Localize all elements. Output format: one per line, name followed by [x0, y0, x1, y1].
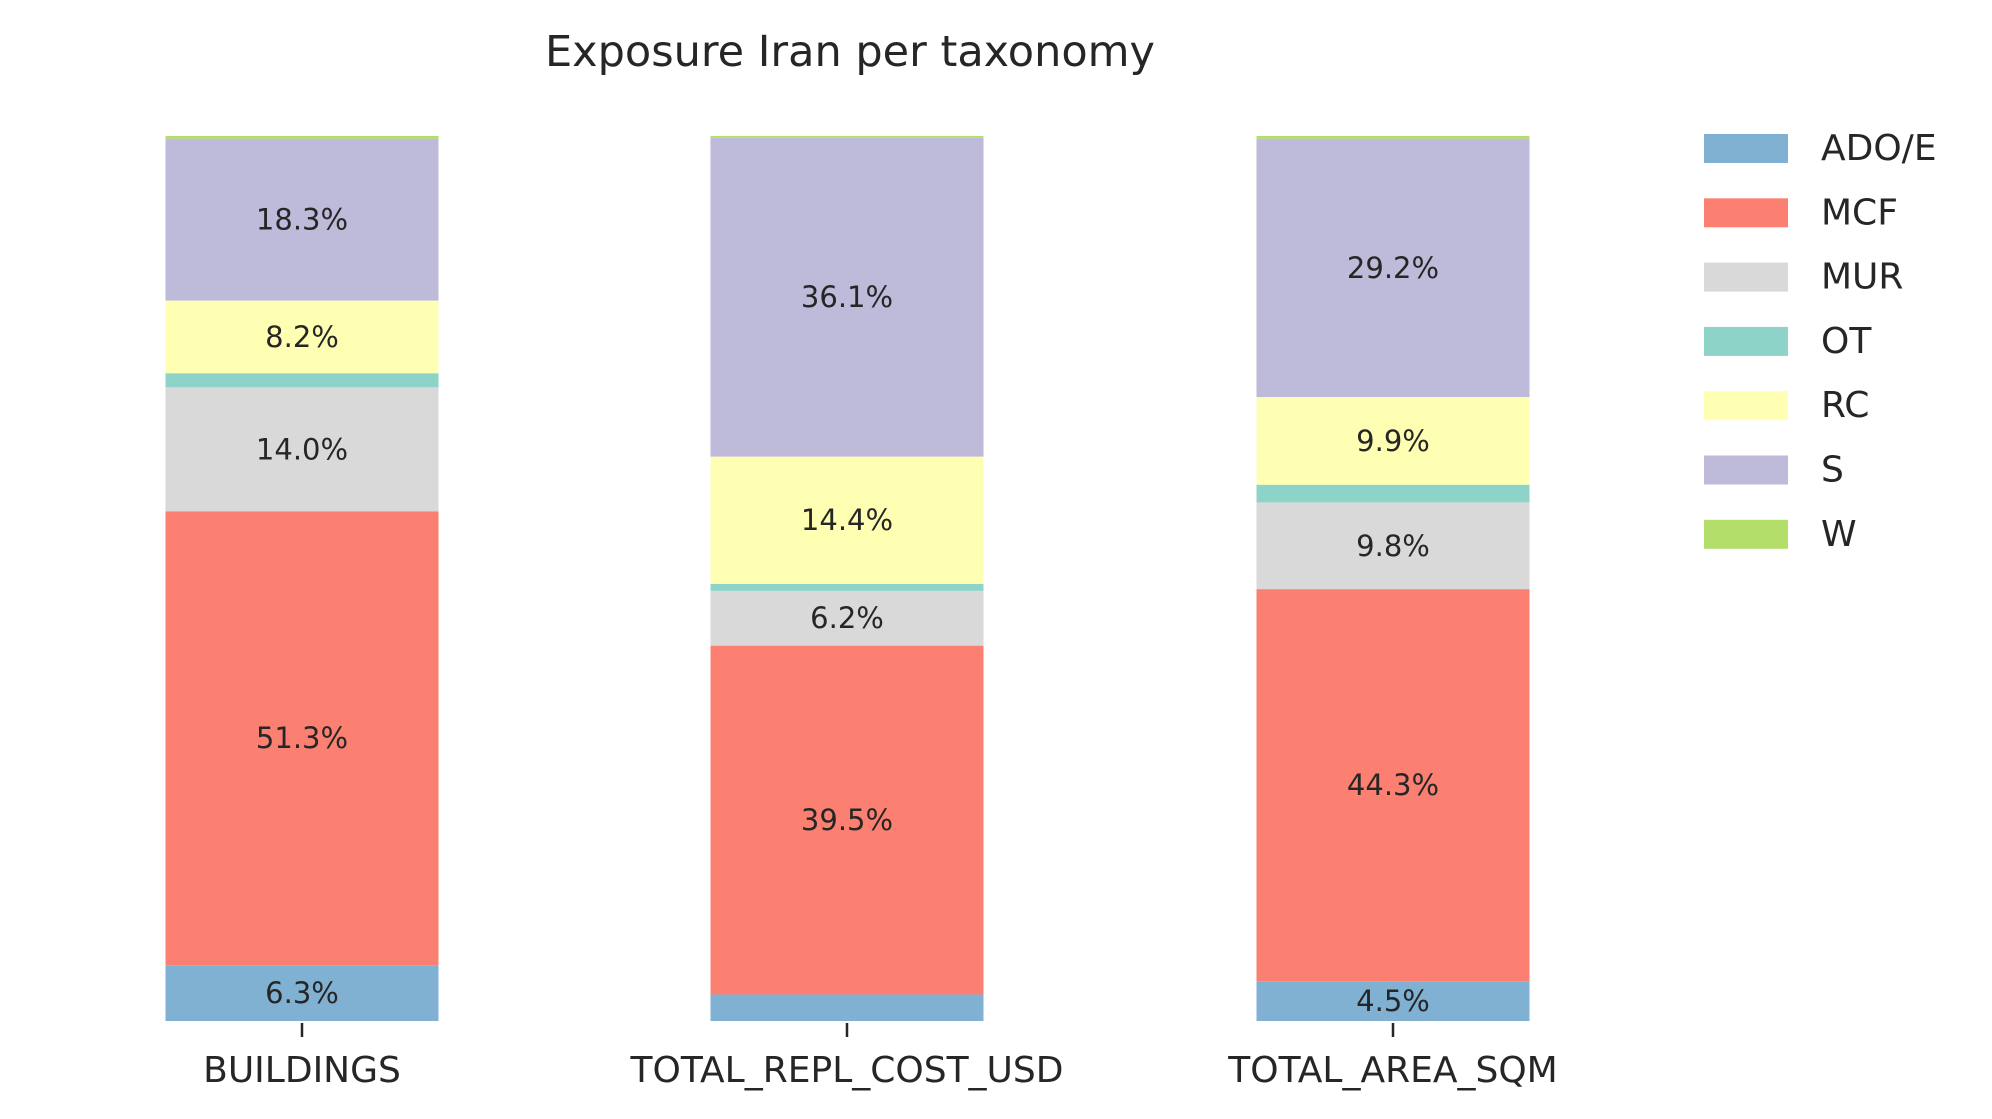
chart-title: Exposure Iran per taxonomy [545, 27, 1155, 77]
bar-segment-w-2 [710, 136, 984, 138]
data-label-s-3: 29.2% [1347, 251, 1439, 285]
data-label-s-1: 18.3% [256, 203, 348, 237]
data-labels-layer: 6.3% 51.3% 14.0% 8.2% 18.3% 39.5% 6.2% 14.4% 36.… [256, 203, 1439, 1018]
legend-label-w: W [1821, 514, 1857, 555]
data-label-rc-1: 8.2% [265, 320, 339, 354]
bars-layer [165, 136, 1530, 1021]
legend: ADO/E MCF MUR OT RC SW [1704, 128, 1937, 555]
bar-segment-ot-3 [1256, 484, 1530, 503]
legend-swatch-ot [1704, 326, 1788, 356]
data-label-mcf-1: 51.3% [256, 721, 348, 755]
bar-segment-mcf-3 [1256, 589, 1530, 982]
bar-segment-s-2 [710, 137, 984, 457]
data-label-rc-3: 9.9% [1356, 424, 1430, 458]
legend-label-rc: RC [1821, 385, 1869, 426]
data-label-ado-e-3: 4.5% [1356, 984, 1430, 1018]
bar-segment-mur-1 [165, 387, 439, 512]
legend-label-s: S [1821, 450, 1844, 491]
bar-segment-rc-1 [165, 300, 439, 374]
bar-segment-s-3 [1256, 138, 1530, 398]
bar-segment-ado-e-1 [165, 965, 439, 1021]
data-label-s-2: 36.1% [801, 280, 893, 314]
legend-swatch-mcf [1704, 198, 1788, 228]
bar-segment-ot-1 [165, 373, 439, 388]
x-tick-label-2: TOTAL_REPL_COST_USD [630, 1050, 1064, 1091]
data-label-rc-2: 14.4% [801, 503, 893, 537]
bar-segment-mcf-1 [165, 511, 439, 966]
bar-segment-w-1 [165, 136, 439, 139]
bar-segment-rc-3 [1256, 397, 1530, 485]
bar-segment-mur-2 [710, 590, 984, 646]
bar-segment-w-3 [1256, 136, 1530, 139]
data-label-ado-e-1: 6.3% [265, 976, 339, 1010]
legend-swatch-ado-e [1704, 134, 1788, 163]
legend-swatch-w [1704, 519, 1788, 549]
bar-segment-s-1 [165, 138, 439, 301]
data-label-mcf-2: 39.5% [801, 803, 893, 837]
legend-swatch-s [1704, 455, 1788, 485]
data-label-mur-3: 9.8% [1356, 529, 1430, 563]
x-tick-label-1: BUILDINGS [203, 1050, 401, 1091]
data-label-mur-2: 6.2% [810, 601, 884, 635]
legend-swatch-rc [1704, 391, 1788, 421]
data-label-mcf-3: 44.3% [1347, 768, 1439, 802]
data-label-mur-1: 14.0% [256, 432, 348, 466]
legend-label-mcf: MCF [1821, 192, 1898, 233]
bar-segment-mcf-2 [710, 645, 984, 995]
legend-label-mur: MUR [1821, 257, 1903, 298]
legend-label-ado-e: ADO/E [1821, 128, 1937, 169]
bar-segment-ado-e-3 [1256, 981, 1530, 1021]
x-axis: BUILDINGS TOTAL_REPL_COST_USD TOTAL_AREA_S… [203, 1023, 1558, 1091]
x-tick-label-3: TOTAL_AREA_SQM [1227, 1050, 1557, 1091]
bar-segment-ot-2 [710, 583, 984, 591]
legend-swatch-mur [1704, 262, 1788, 292]
legend-label-ot: OT [1821, 321, 1872, 362]
bar-segment-ado-e-2 [710, 994, 984, 1021]
bar-segment-rc-2 [710, 456, 984, 584]
bar-segment-mur-3 [1256, 502, 1530, 590]
